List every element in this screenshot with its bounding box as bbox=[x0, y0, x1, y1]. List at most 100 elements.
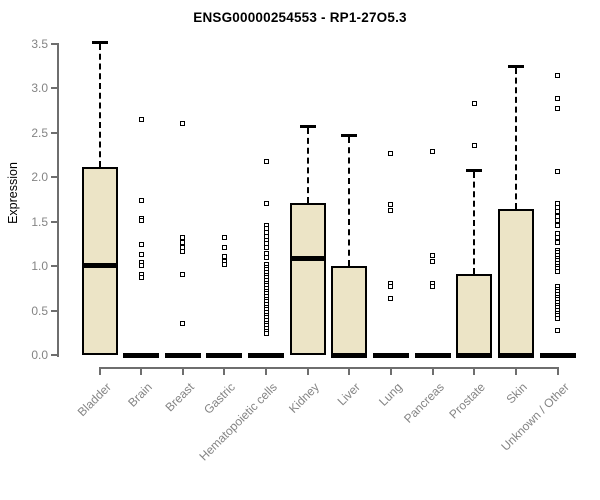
median-line bbox=[164, 352, 201, 358]
whisker bbox=[306, 127, 309, 204]
outlier-point bbox=[180, 120, 186, 126]
y-tick-label: 0.0 bbox=[31, 348, 48, 362]
y-tick-label: 3.5 bbox=[31, 37, 48, 51]
outlier-point bbox=[263, 158, 269, 164]
outlier-point bbox=[180, 271, 186, 277]
whisker bbox=[348, 136, 351, 267]
outlier-point bbox=[555, 72, 561, 78]
x-tick bbox=[181, 369, 184, 375]
outlier-point bbox=[471, 142, 477, 148]
outlier-point bbox=[180, 239, 186, 245]
outlier-point bbox=[221, 253, 227, 259]
outlier-point bbox=[221, 244, 227, 250]
whisker-cap bbox=[466, 169, 483, 173]
outlier-point bbox=[430, 284, 436, 290]
x-tick bbox=[473, 369, 476, 375]
whisker bbox=[514, 68, 517, 210]
median-line bbox=[539, 352, 576, 358]
median-line bbox=[123, 352, 160, 358]
y-tick-label: 1.0 bbox=[31, 259, 48, 274]
chart-title: ENSG00000254553 - RP1-27O5.3 bbox=[193, 10, 407, 25]
x-tick bbox=[389, 369, 392, 375]
x-axis-line bbox=[99, 367, 559, 369]
median-line bbox=[248, 352, 285, 358]
outlier-point bbox=[555, 106, 561, 112]
outlier-point bbox=[263, 244, 269, 250]
outlier-point bbox=[388, 207, 394, 213]
median-line bbox=[206, 352, 243, 358]
y-tick-label: 0.5 bbox=[31, 303, 48, 318]
outlier-point bbox=[180, 320, 186, 326]
outlier-point bbox=[388, 202, 394, 208]
outlier-point bbox=[555, 327, 561, 333]
median-line bbox=[414, 352, 451, 358]
outlier-point bbox=[430, 149, 436, 155]
outlier-point bbox=[555, 239, 561, 245]
y-tick bbox=[51, 176, 57, 179]
box bbox=[497, 209, 534, 355]
median-line bbox=[456, 352, 493, 358]
median-line bbox=[331, 352, 368, 358]
x-tick-label: Unknown / Other bbox=[497, 380, 572, 454]
y-tick-label: 3.0 bbox=[31, 81, 48, 96]
median-line bbox=[289, 255, 326, 261]
x-tick bbox=[431, 369, 434, 375]
y-tick-label: 2.0 bbox=[31, 170, 48, 185]
whisker-cap bbox=[91, 41, 108, 45]
outlier-point bbox=[138, 218, 144, 224]
outlier-point bbox=[263, 200, 269, 206]
median-line bbox=[372, 352, 409, 358]
box bbox=[81, 166, 118, 355]
outlier-point bbox=[180, 249, 186, 255]
x-tick bbox=[140, 369, 143, 375]
y-axis-line bbox=[57, 43, 59, 357]
y-tick bbox=[51, 265, 57, 268]
y-tick bbox=[51, 354, 57, 356]
outlier-point bbox=[555, 316, 561, 322]
outlier-point bbox=[555, 268, 561, 274]
outlier-point bbox=[555, 169, 561, 175]
outlier-point bbox=[388, 284, 394, 290]
y-tick bbox=[51, 309, 57, 312]
outlier-point bbox=[430, 252, 436, 258]
outlier-point bbox=[138, 197, 144, 203]
whisker-cap bbox=[341, 133, 358, 137]
median-line bbox=[81, 262, 118, 268]
outlier-point bbox=[138, 262, 144, 268]
y-tick-label: 1.5 bbox=[31, 214, 48, 229]
x-tick bbox=[514, 369, 517, 375]
y-tick-label: 2.5 bbox=[31, 125, 48, 140]
x-tick bbox=[348, 369, 351, 375]
y-tick bbox=[51, 87, 57, 90]
outlier-point bbox=[138, 242, 144, 248]
outlier-point bbox=[263, 331, 269, 337]
outlier-point bbox=[221, 235, 227, 241]
x-tick bbox=[98, 369, 101, 375]
outlier-point bbox=[221, 261, 227, 267]
outlier-point bbox=[138, 117, 144, 123]
whisker-cap bbox=[299, 124, 316, 128]
y-tick bbox=[51, 220, 57, 223]
outlier-point bbox=[430, 259, 436, 265]
outlier-point bbox=[388, 295, 394, 301]
outlier-point bbox=[555, 222, 561, 228]
box bbox=[331, 266, 368, 355]
whisker bbox=[473, 172, 476, 275]
outlier-point bbox=[388, 150, 394, 156]
outlier-point bbox=[555, 95, 561, 101]
x-tick bbox=[223, 369, 226, 375]
outlier-point bbox=[471, 101, 477, 107]
x-tick bbox=[306, 369, 309, 375]
whisker-cap bbox=[507, 65, 524, 69]
box bbox=[289, 203, 326, 355]
median-line bbox=[497, 352, 534, 358]
x-tick bbox=[556, 369, 559, 375]
y-tick bbox=[51, 43, 57, 45]
whisker bbox=[98, 44, 101, 167]
outlier-point bbox=[263, 254, 269, 260]
outlier-point bbox=[138, 252, 144, 258]
y-tick bbox=[51, 131, 57, 134]
outlier-point bbox=[138, 275, 144, 281]
